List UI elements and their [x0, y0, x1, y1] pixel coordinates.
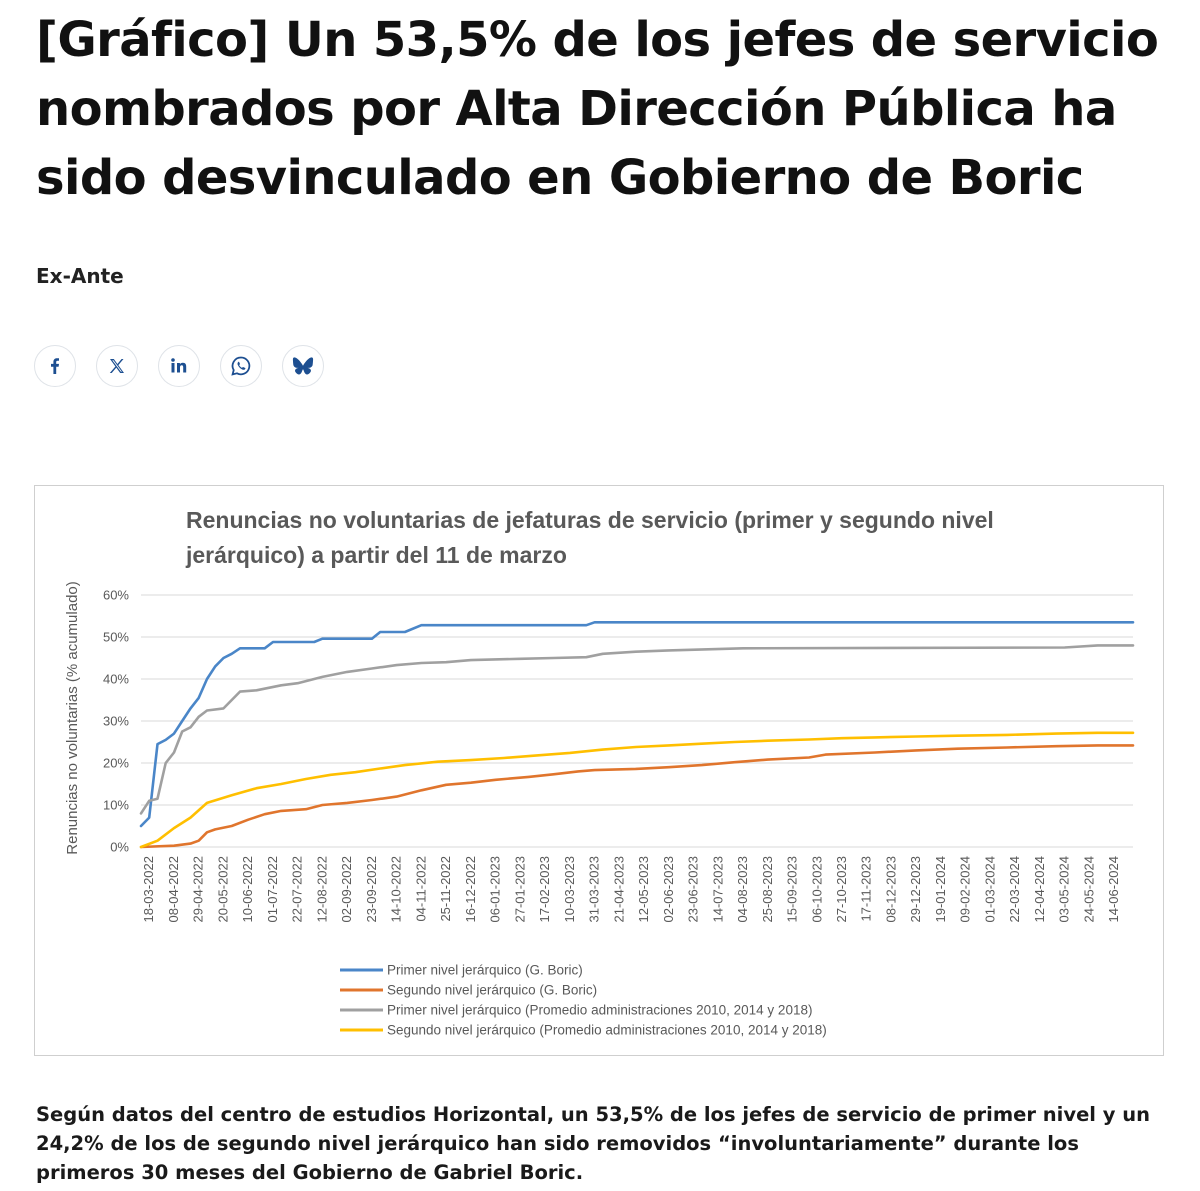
share-bluesky-button[interactable] [282, 345, 324, 387]
x-tick-label: 01-03-2024 [982, 856, 997, 923]
x-tick-label: 27-01-2023 [512, 856, 527, 923]
facebook-icon [51, 358, 59, 374]
x-tick-label: 12-05-2023 [636, 856, 651, 923]
x-tick-label: 14-10-2022 [389, 856, 404, 923]
x-tick-label: 18-03-2022 [141, 856, 156, 923]
series-line-4 [139, 731, 1135, 849]
line-chart: Renuncias no voluntarias de jefaturas de… [64, 507, 1135, 1038]
x-tick-label: 31-03-2023 [587, 856, 602, 923]
x-tick-label: 29-04-2022 [191, 856, 206, 923]
y-tick-label: 60% [103, 588, 129, 603]
x-tick-label: 16-12-2022 [463, 856, 478, 923]
linkedin-icon [171, 358, 187, 373]
x-tick-label: 14-07-2023 [710, 856, 725, 923]
whatsapp-icon [231, 356, 251, 376]
y-tick-label: 0% [110, 840, 129, 855]
series-line-2 [139, 744, 1135, 849]
x-tick-label: 27-10-2023 [834, 856, 849, 923]
share-facebook-button[interactable] [34, 345, 76, 387]
x-tick-label: 06-10-2023 [809, 856, 824, 923]
chart-title-line-1: Renuncias no voluntarias de jefaturas de… [186, 507, 994, 533]
legend-label-4: Segundo nivel jerárquico (Promedio admin… [387, 1023, 827, 1038]
x-tick-label: 23-06-2023 [686, 856, 701, 923]
x-tick-label: 22-03-2024 [1007, 856, 1022, 923]
x-tick-label: 02-06-2023 [661, 856, 676, 923]
x-tick-label: 25-11-2022 [438, 856, 453, 922]
legend-label-1: Primer nivel jerárquico (G. Boric) [387, 963, 583, 978]
x-tick-label: 23-09-2022 [364, 856, 379, 923]
x-tick-label: 20-05-2022 [215, 856, 230, 923]
x-tick-label: 09-02-2024 [958, 856, 973, 923]
x-axis-ticks: 18-03-2022 08-04-2022 29-04-2022 20-05-2022… [141, 856, 1121, 923]
x-tick-label: 14-06-2024 [1106, 856, 1121, 923]
x-tick-label: 10-06-2022 [240, 856, 255, 923]
x-tick-label: 10-03-2023 [562, 856, 577, 923]
x-tick-label: 25-08-2023 [760, 856, 775, 923]
x-tick-label: 29-12-2023 [908, 856, 923, 923]
x-tick-label: 12-08-2022 [314, 856, 329, 923]
article-headline: [Gráfico] Un 53,5% de los jefes de servi… [36, 12, 1159, 206]
author-link[interactable]: Ex-Ante [36, 264, 124, 288]
x-tick-label: 04-08-2023 [735, 856, 750, 923]
y-axis-label: Renuncias no voluntarias (% acumulado) [64, 581, 81, 854]
series-line-3 [139, 644, 1135, 815]
x-tick-label: 03-05-2024 [1057, 856, 1072, 923]
chart-figure: Renuncias no voluntarias de jefaturas de… [34, 485, 1164, 1056]
x-tick-label: 04-11-2022 [413, 856, 428, 922]
x-tick-label: 01-07-2022 [265, 856, 280, 923]
x-tick-label: 02-09-2022 [339, 856, 354, 923]
chart-title-line-2: jerárquico) a partir del 11 de marzo [185, 542, 567, 568]
y-tick-label: 20% [103, 756, 129, 771]
x-tick-label: 21-04-2023 [611, 856, 626, 923]
chart-legend: Primer nivel jerárquico (G. Boric) Segund… [340, 963, 827, 1038]
x-tick-label: 15-09-2023 [785, 856, 800, 923]
legend-label-3: Primer nivel jerárquico (Promedio admini… [387, 1003, 812, 1018]
share-linkedin-button[interactable] [158, 345, 200, 387]
chart-gridlines [141, 594, 1133, 848]
x-tick-label: 08-04-2022 [166, 856, 181, 923]
series-line-1 [139, 621, 1135, 828]
y-tick-label: 30% [103, 714, 129, 729]
x-tick-label: 19-01-2024 [933, 856, 948, 923]
share-whatsapp-button[interactable] [220, 345, 262, 387]
x-tick-label: 24-05-2024 [1081, 856, 1096, 923]
x-tick-label: 17-11-2023 [859, 856, 874, 922]
chart-series [139, 621, 1135, 849]
x-tick-label: 22-07-2022 [290, 856, 305, 923]
x-tick-label: 12-04-2024 [1032, 856, 1047, 923]
y-tick-label: 50% [103, 630, 129, 645]
y-axis-ticks: 0% 10% 20% 30% 40% 50% 60% [103, 588, 129, 855]
x-tick-label: 06-01-2023 [488, 856, 503, 923]
bluesky-icon [292, 357, 314, 375]
x-tick-label: 17-02-2023 [537, 856, 552, 923]
article-summary: Según datos del centro de estudios Horiz… [36, 1103, 1151, 1184]
y-tick-label: 40% [103, 672, 129, 687]
share-x-button[interactable] [96, 345, 138, 387]
x-icon [109, 359, 124, 373]
x-tick-label: 08-12-2023 [883, 856, 898, 923]
legend-label-2: Segundo nivel jerárquico (G. Boric) [387, 983, 597, 998]
y-tick-label: 10% [103, 798, 129, 813]
